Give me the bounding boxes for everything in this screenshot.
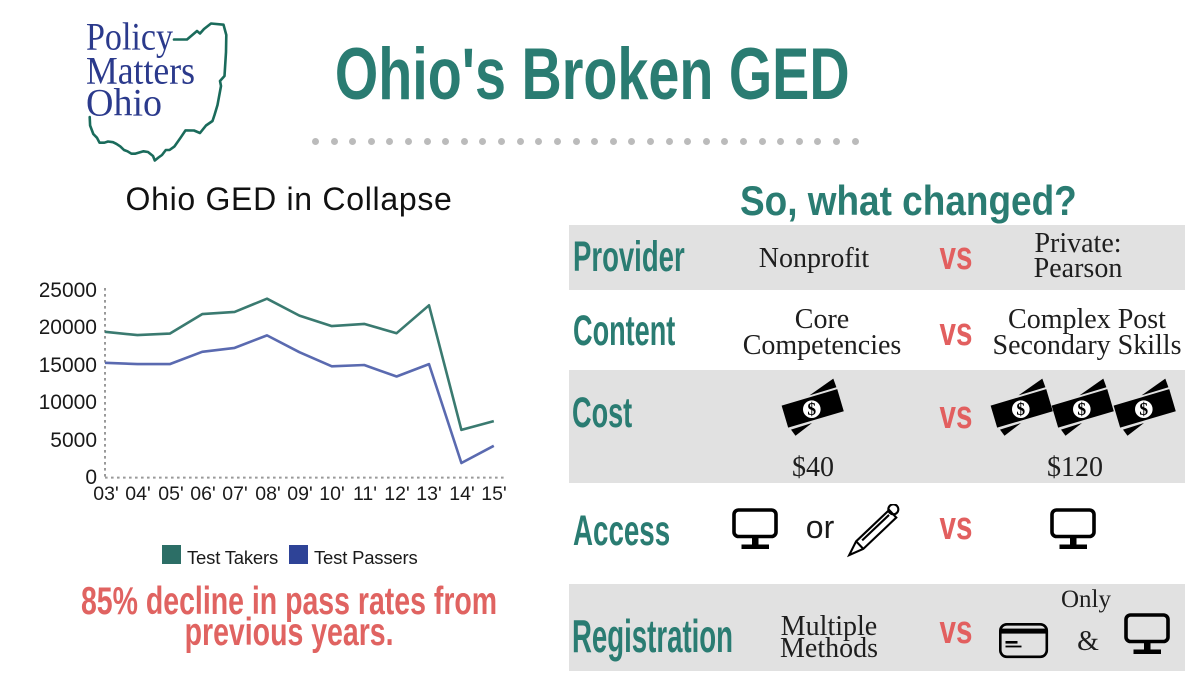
svg-text:$: $	[807, 399, 816, 419]
svg-text:05': 05'	[158, 483, 183, 505]
svg-text:Ohio: Ohio	[86, 82, 162, 125]
svg-text:5000: 5000	[50, 429, 97, 452]
svg-text:06': 06'	[190, 483, 215, 505]
svg-text:12': 12'	[384, 483, 409, 505]
svg-text:0: 0	[85, 466, 97, 489]
svg-text:10': 10'	[319, 483, 344, 505]
svg-text:15': 15'	[481, 483, 506, 505]
svg-text:$: $	[1016, 399, 1025, 419]
svg-text:10000: 10000	[40, 391, 97, 414]
svg-text:Matters: Matters	[86, 50, 195, 93]
svg-text:13': 13'	[416, 483, 441, 505]
svg-text:07': 07'	[222, 483, 247, 505]
svg-text:04': 04'	[125, 483, 150, 505]
svg-text:09': 09'	[287, 483, 312, 505]
svg-text:11': 11'	[353, 483, 377, 505]
svg-text:$: $	[1077, 399, 1086, 419]
svg-text:20000: 20000	[40, 316, 97, 339]
svg-text:08': 08'	[255, 483, 280, 505]
svg-text:Policy: Policy	[86, 16, 173, 59]
svg-text:25000: 25000	[40, 279, 97, 302]
svg-text:$: $	[1139, 399, 1148, 419]
svg-text:15000: 15000	[40, 354, 97, 377]
svg-text:14': 14'	[449, 483, 474, 505]
svg-text:03': 03'	[93, 483, 118, 505]
